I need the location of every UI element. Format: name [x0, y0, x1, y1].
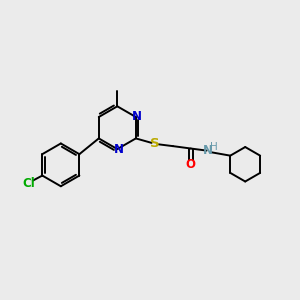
Text: H: H — [209, 142, 217, 152]
Text: O: O — [186, 158, 196, 171]
Text: N: N — [113, 143, 124, 156]
Text: N: N — [203, 144, 213, 158]
Text: Cl: Cl — [22, 177, 35, 190]
Text: S: S — [150, 137, 160, 150]
Text: N: N — [132, 110, 142, 123]
